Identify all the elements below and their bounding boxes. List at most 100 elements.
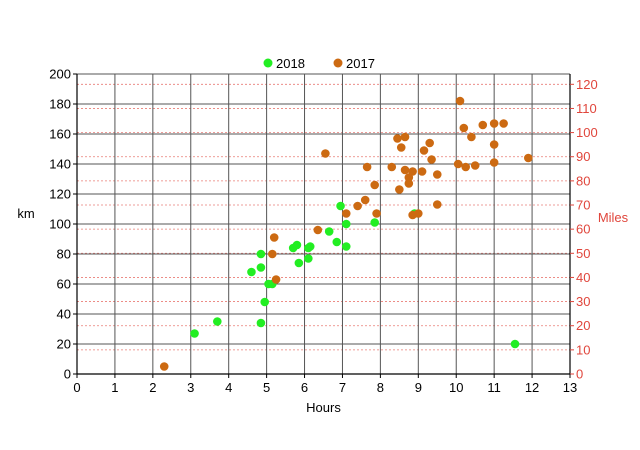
point-2017	[523, 153, 533, 163]
x-tick-label: 8	[377, 380, 384, 395]
y-tick-label: 160	[49, 127, 71, 142]
point-2017	[387, 162, 397, 172]
y2-tick-label: 80	[576, 173, 590, 188]
point-2018	[324, 227, 334, 236]
y2-tick-label: 50	[576, 246, 590, 261]
point-2017	[478, 120, 488, 130]
y2-tick-label: 20	[576, 318, 590, 333]
x-tick-label: 11	[487, 380, 501, 395]
y2-tick-label: 30	[576, 294, 590, 309]
point-2018	[292, 240, 302, 250]
point-2017	[432, 170, 442, 179]
point-2017	[489, 158, 499, 167]
point-2018	[213, 317, 222, 326]
point-2018	[294, 258, 304, 268]
point-2017	[489, 119, 499, 128]
point-2017	[269, 233, 279, 242]
x-tick-label: 4	[225, 380, 232, 395]
x-tick-label: 12	[525, 380, 539, 395]
point-2017	[455, 96, 465, 106]
point-2017	[353, 201, 362, 211]
x-tick-label: 9	[415, 380, 422, 395]
x-tick-label: 3	[187, 380, 194, 395]
x-tick-label: 2	[149, 380, 156, 395]
point-2017	[427, 155, 436, 164]
y2-tick-label: 0	[576, 367, 583, 382]
point-2017	[362, 162, 372, 172]
y-tick-label: 100	[49, 217, 71, 232]
y-tick-label: 200	[49, 67, 71, 82]
y2-tick-label: 120	[576, 77, 598, 92]
point-2017	[414, 209, 423, 218]
y-tick-label: 120	[49, 187, 71, 202]
legend: 2018 2017	[263, 56, 375, 71]
point-2018	[332, 237, 342, 247]
x-tick-label: 6	[301, 380, 308, 395]
axes: 0204060801001201401601802000102030405060…	[49, 67, 597, 396]
x-tick-label: 5	[263, 380, 270, 395]
point-2017	[271, 275, 281, 284]
point-2017	[470, 161, 480, 170]
x-tick-label: 7	[339, 380, 346, 395]
y-tick-label: 20	[57, 337, 71, 352]
point-2018	[304, 254, 313, 263]
point-2018	[341, 219, 351, 229]
legend-label-2017: 2017	[346, 56, 375, 71]
point-2017	[313, 225, 323, 235]
y2-tick-label: 70	[576, 198, 590, 213]
point-2018	[260, 297, 270, 307]
y-tick-label: 80	[57, 247, 71, 262]
point-2017	[419, 146, 429, 155]
point-2018	[256, 249, 266, 259]
point-2017	[404, 179, 414, 188]
point-2017	[360, 195, 370, 205]
point-2018	[305, 242, 315, 251]
point-2017	[417, 167, 427, 176]
point-2017	[268, 249, 277, 259]
x-axis-title: Hours	[306, 400, 341, 415]
point-2018	[247, 267, 256, 277]
point-2017	[400, 132, 410, 142]
point-2017	[467, 132, 476, 142]
y-tick-label: 180	[49, 97, 71, 112]
point-2018	[370, 218, 379, 227]
x-tick-label: 1	[111, 380, 118, 395]
legend-marker-2018	[263, 58, 273, 68]
x-tick-label: 10	[449, 380, 463, 395]
data-points	[159, 96, 533, 371]
y2-tick-label: 90	[576, 149, 590, 164]
point-2017	[159, 362, 169, 371]
y-tick-label: 140	[49, 157, 71, 172]
y-tick-label: 40	[57, 307, 71, 322]
x-tick-label: 13	[563, 380, 577, 395]
point-2018	[510, 339, 520, 349]
y-tick-label: 60	[57, 277, 71, 292]
point-2017	[425, 138, 434, 148]
point-2017	[372, 209, 381, 218]
y2-tick-label: 60	[576, 222, 590, 237]
legend-marker-2017	[333, 58, 343, 68]
point-2017	[459, 123, 469, 133]
x-tick-label: 0	[73, 380, 80, 395]
y2-tick-label: 100	[576, 125, 598, 140]
y2-axis-title: Miles	[598, 210, 629, 225]
point-2018	[341, 242, 351, 251]
point-2017	[393, 134, 402, 143]
y2-tick-label: 110	[576, 101, 597, 116]
point-2018	[190, 329, 199, 338]
point-2017	[321, 149, 330, 158]
point-2018	[256, 318, 266, 328]
y-tick-label: 0	[64, 367, 71, 382]
point-2018	[256, 263, 266, 272]
y2-tick-label: 40	[576, 270, 590, 285]
point-2017	[400, 165, 410, 175]
y-axis-title: km	[17, 206, 34, 221]
point-2017	[395, 185, 404, 194]
point-2017	[432, 200, 442, 209]
point-2017	[370, 180, 379, 190]
y2-tick-label: 10	[576, 342, 590, 357]
point-2017	[461, 162, 471, 172]
legend-label-2018: 2018	[276, 56, 305, 71]
